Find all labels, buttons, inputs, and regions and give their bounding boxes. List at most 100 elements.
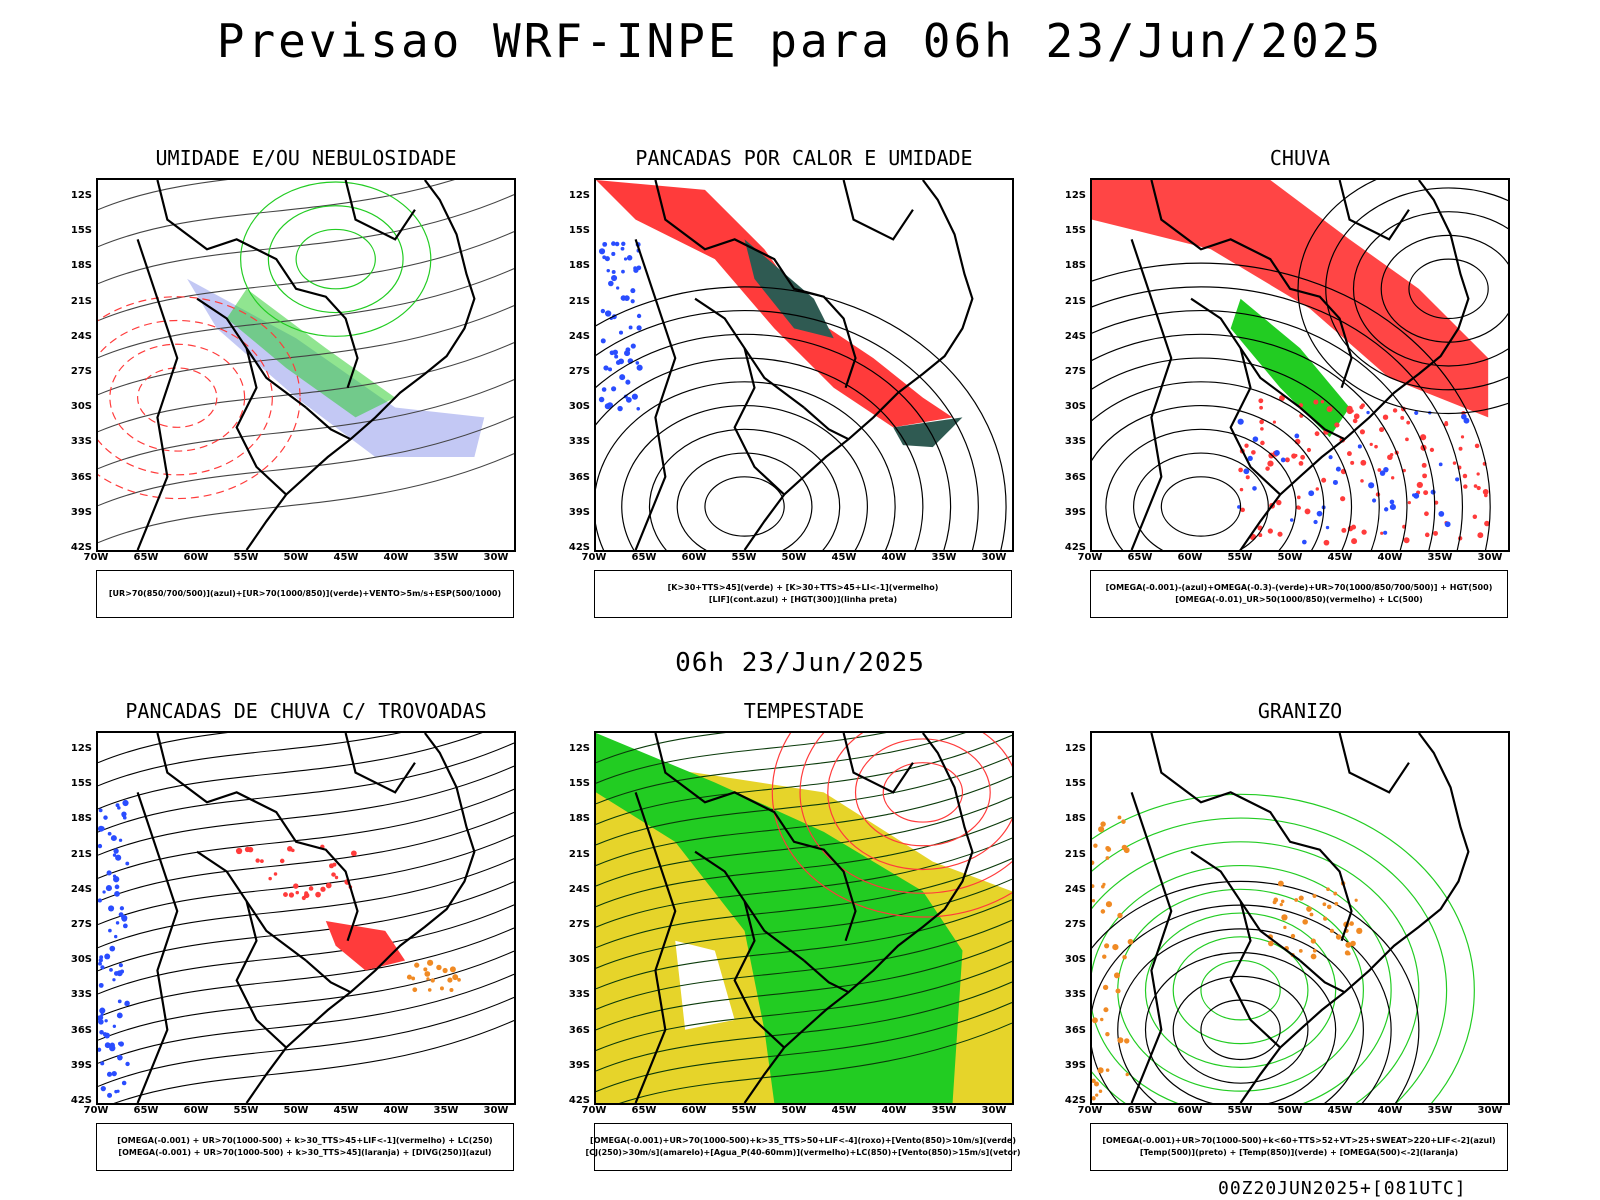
latitude-label: 12S (568, 190, 590, 201)
forecast-map (1090, 731, 1510, 1105)
legend-line: [CJ(250)>30m/s](amarelo)+[Agua_P(40-60mm… (585, 1148, 1021, 1157)
latitude-label: 18S (568, 813, 590, 825)
map-graphic (1092, 733, 1475, 1103)
latitude-label: 12S (568, 743, 590, 754)
longitude-label: 50W (781, 1105, 807, 1116)
longitude-label: 45W (1327, 1105, 1353, 1116)
latitude-label: 15S (1064, 778, 1086, 790)
latitude-label: 21S (568, 848, 590, 860)
legend-box: [K>30+TTS>45](verde) + [K>30+TTS>45+LI<-… (594, 570, 1012, 618)
latitude-label: 27S (568, 919, 590, 930)
legend-box: [OMEGA(-0.001)+UR>70(1000-500)+k<60+TTS>… (1090, 1123, 1508, 1171)
longitude-label: 65W (1127, 1105, 1153, 1116)
latitude-label: 24S (568, 883, 590, 895)
longitude-label: 70W (581, 552, 607, 563)
latitude-label: 39S (70, 506, 92, 518)
latitude-label: 36S (70, 471, 92, 483)
latitude-label: 18S (70, 260, 92, 272)
latitude-label: 21S (568, 295, 590, 307)
latitude-label: 36S (1064, 471, 1086, 483)
latitude-label: 42S (70, 1095, 92, 1106)
latitude-label: 33S (1064, 989, 1086, 1001)
longitude-label: 65W (631, 552, 657, 563)
legend-line: [OMEGA(-0.01)_UR>50(1000/850)(vermelho) … (1175, 595, 1423, 604)
latitude-label: 33S (70, 436, 92, 448)
panel-title: TEMPESTADE (743, 699, 865, 723)
legend-line: [K>30+TTS>45](verde) + [K>30+TTS>45+LI<-… (667, 583, 939, 592)
longitude-label: 45W (1327, 552, 1353, 563)
legend-line: [Temp(500)](preto) + [Temp(850)](verde) … (1139, 1148, 1459, 1157)
legend-line: [OMEGA(-0.001)-(azul)+OMEGA(-0.3)-(verde… (1105, 583, 1493, 592)
latitude-label: 21S (1064, 295, 1086, 307)
legend-box: [OMEGA(-0.001)-(azul)+OMEGA(-0.3)-(verde… (1090, 570, 1508, 618)
latitude-label: 18S (568, 260, 590, 272)
latitude-label: 21S (1064, 848, 1086, 860)
longitude-label: 70W (83, 552, 109, 563)
forecast-time-label: 06h 23/Jun/2025 (675, 648, 925, 678)
legend-line: [OMEGA(-0.001) + UR>70(1000-500) + k>30_… (117, 1136, 493, 1145)
latitude-label: 24S (70, 330, 92, 342)
longitude-label: 40W (881, 1105, 907, 1116)
legend-box: [OMEGA(-0.001)+UR>70(1000-500)+k>35_TTS>… (585, 1123, 1021, 1171)
longitude-label: 65W (1127, 552, 1153, 563)
longitude-label: 30W (1477, 552, 1503, 563)
latitude-label: 27S (70, 919, 92, 930)
latitude-label: 24S (1064, 330, 1086, 342)
longitude-label: 50W (283, 1105, 309, 1116)
latitude-label: 39S (568, 506, 590, 518)
longitude-label: 30W (981, 552, 1007, 563)
latitude-label: 27S (1064, 366, 1086, 377)
latitude-label: 15S (568, 778, 590, 790)
latitude-label: 39S (1064, 1059, 1086, 1071)
longitude-label: 60W (1177, 552, 1203, 563)
longitude-label: 50W (781, 552, 807, 563)
longitude-label: 35W (1427, 552, 1453, 563)
longitude-label: 65W (133, 1105, 159, 1116)
legend-line: [OMEGA(-0.001)+UR>70(1000-500)+k>35_TTS>… (590, 1136, 1016, 1145)
longitude-label: 35W (433, 1105, 459, 1116)
longitude-label: 60W (183, 1105, 209, 1116)
latitude-label: 27S (1064, 919, 1086, 930)
longitude-label: 40W (383, 1105, 409, 1116)
latitude-label: 39S (1064, 506, 1086, 518)
latitude-label: 30S (70, 401, 92, 413)
latitude-label: 12S (70, 190, 92, 201)
latitude-label: 18S (70, 813, 92, 825)
latitude-label: 18S (1064, 813, 1086, 825)
longitude-label: 45W (831, 552, 857, 563)
forecast-map (594, 731, 1014, 1105)
panel-title: UMIDADE E/OU NEBULOSIDADE (155, 146, 457, 170)
latitude-label: 12S (1064, 743, 1086, 754)
latitude-label: 39S (70, 1059, 92, 1071)
latitude-label: 42S (70, 542, 92, 553)
latitude-label: 36S (568, 471, 590, 483)
longitude-label: 60W (1177, 1105, 1203, 1116)
longitude-label: 30W (483, 552, 509, 563)
latitude-label: 15S (1064, 225, 1086, 237)
longitude-label: 55W (233, 552, 259, 563)
longitude-label: 40W (1377, 552, 1403, 563)
latitude-label: 30S (568, 401, 590, 413)
longitude-label: 50W (283, 552, 309, 563)
map-graphic (596, 733, 1012, 1103)
longitude-label: 50W (1277, 1105, 1303, 1116)
longitude-label: 65W (631, 1105, 657, 1116)
latitude-label: 18S (1064, 260, 1086, 272)
forecast-map (96, 178, 516, 552)
panel-title: PANCADAS DE CHUVA C/ TROVOADAS (125, 699, 487, 723)
longitude-label: 40W (1377, 1105, 1403, 1116)
latitude-label: 12S (70, 743, 92, 754)
longitude-label: 65W (133, 552, 159, 563)
forecast-map (1090, 178, 1510, 552)
longitude-label: 60W (183, 552, 209, 563)
latitude-label: 36S (70, 1024, 92, 1036)
longitude-label: 30W (981, 1105, 1007, 1116)
latitude-label: 33S (1064, 436, 1086, 448)
panel-title: GRANIZO (1257, 699, 1343, 723)
map-graphic (1092, 180, 1508, 550)
latitude-label: 12S (1064, 190, 1086, 201)
latitude-label: 42S (1064, 1095, 1086, 1106)
longitude-label: 70W (1077, 552, 1103, 563)
latitude-label: 30S (568, 954, 590, 966)
latitude-label: 30S (70, 954, 92, 966)
